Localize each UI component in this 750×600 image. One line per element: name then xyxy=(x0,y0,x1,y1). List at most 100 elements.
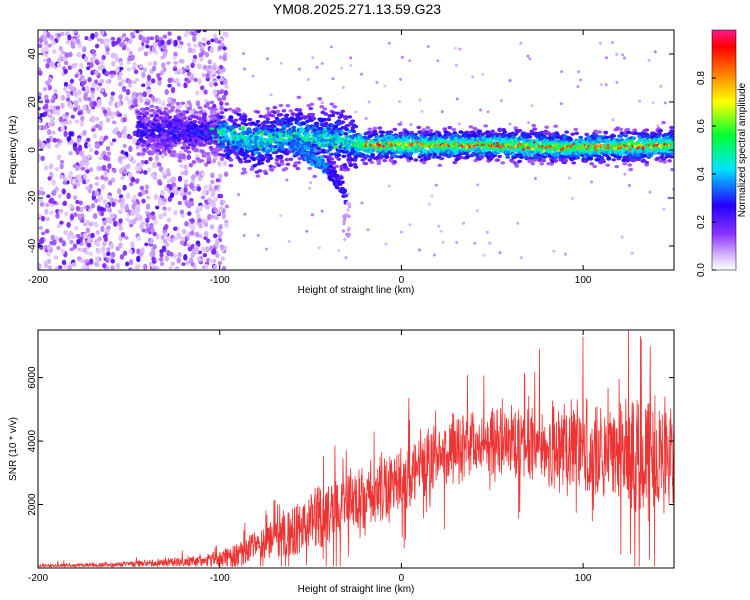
spectrogram-cell xyxy=(285,178,289,182)
spectrogram-cell xyxy=(281,109,287,113)
spectrogram-cell xyxy=(105,203,110,209)
spectrogram-cell xyxy=(95,116,100,122)
spectrogram-cell xyxy=(79,149,85,157)
spectrogram-cell xyxy=(65,39,71,45)
spectrogram-cell xyxy=(508,122,512,126)
spectrogram-cell xyxy=(130,176,136,183)
spectrogram-cell xyxy=(559,102,563,106)
spectrogram-cell xyxy=(278,113,284,117)
spectrogram-cell xyxy=(568,137,574,142)
spectrogram-cell xyxy=(109,70,115,75)
spectrogram-cell xyxy=(127,83,133,88)
spectrogram-cell xyxy=(44,103,49,109)
spectrogram-cell xyxy=(89,258,94,265)
spectrogram-cell xyxy=(570,196,574,200)
spectrogram-cell xyxy=(219,100,224,106)
spectrogram-cell xyxy=(214,37,219,44)
spectrogram-cell xyxy=(306,133,312,137)
spectrogram-cell xyxy=(468,125,474,129)
spectrogram-cell xyxy=(76,238,81,245)
spectrogram-cell xyxy=(91,49,97,54)
spectrogram-cell xyxy=(94,43,100,49)
spectrogram-cell xyxy=(209,224,215,230)
spectrogram-cell xyxy=(133,217,139,222)
spectrogram-cell xyxy=(245,154,251,158)
spectrogram-cell xyxy=(206,40,211,46)
spectrogram-cell xyxy=(219,111,225,115)
spectrogram-cell xyxy=(375,81,379,84)
spectrogram-cell xyxy=(42,30,48,36)
spectrogram-cell xyxy=(182,116,188,121)
spectrogram-cell xyxy=(347,115,353,119)
spectrogram-cell xyxy=(345,167,351,172)
spectrogram-cell xyxy=(308,186,312,190)
spectrogram-cell xyxy=(71,262,77,267)
spectrogram-cell xyxy=(88,167,94,173)
spectrogram-cell xyxy=(482,253,486,257)
spectrogram-cell xyxy=(69,139,75,145)
spectrogram-cell xyxy=(462,221,466,225)
spectrogram-cell xyxy=(48,163,54,170)
spectrogram-cell xyxy=(279,214,283,218)
spectrogram-cell xyxy=(129,182,134,187)
spectrogram-cell xyxy=(425,126,431,130)
spectrogram-cell xyxy=(260,129,266,133)
spectrogram-cell xyxy=(224,222,229,228)
spectrogram-cell xyxy=(208,81,214,88)
spectrogram-cell xyxy=(113,127,119,134)
spectrogram-cell xyxy=(505,155,511,159)
spectrogram-cell xyxy=(162,45,167,51)
spectrogram-cell xyxy=(408,223,412,227)
spectrogram-cell xyxy=(98,120,104,127)
spectrogram-cell xyxy=(163,231,169,237)
spectrogram-cell xyxy=(166,103,172,107)
spectrogram-cell xyxy=(151,46,157,53)
spectrogram-cell xyxy=(93,213,98,220)
spectrogram-cell xyxy=(124,164,129,169)
spectrogram-cell xyxy=(141,71,146,79)
spectrogram-cell xyxy=(329,157,335,161)
spectrogram-cell xyxy=(117,209,122,214)
spectrogram-cell xyxy=(148,156,153,162)
spectrogram-cell xyxy=(91,81,96,89)
spectrogram-cell xyxy=(360,201,364,205)
spectrogram-cell xyxy=(110,177,116,183)
spectrogram-cell xyxy=(45,229,50,234)
spectrogram-cell xyxy=(109,243,115,249)
spectrogram-cell xyxy=(95,123,100,129)
spectrogram-cell xyxy=(458,47,462,51)
spectrogram-cell xyxy=(659,84,663,88)
spectrogram-cell xyxy=(151,65,157,72)
spectrogram-cell xyxy=(232,131,238,135)
spectrogram-cell xyxy=(170,105,176,110)
spectrogram-cell xyxy=(207,106,213,111)
spectrogram-cell xyxy=(42,87,48,92)
spectrogram-cell xyxy=(95,230,100,235)
spectrogram-cell xyxy=(213,82,218,87)
spectrogram-cell xyxy=(100,87,105,93)
spectrogram-cell xyxy=(100,184,106,191)
spectrogram-cell xyxy=(288,109,294,113)
spectrogram-cell xyxy=(72,243,78,250)
spectrogram-cell xyxy=(296,160,302,165)
spectrogram-cell xyxy=(68,170,73,177)
spectrogram-cell xyxy=(72,142,78,149)
spectrogram-cell xyxy=(372,126,378,130)
spectrogram-cell xyxy=(45,202,50,208)
spectrogram-cell xyxy=(434,183,438,187)
spectrogram-cell xyxy=(527,135,533,139)
spectrogram-cell xyxy=(369,160,375,165)
spectrogram-cell xyxy=(291,125,297,130)
spectrogram-cell xyxy=(68,131,73,137)
spectrogram-cell xyxy=(136,235,141,242)
spectrogram-cell xyxy=(164,255,170,262)
spectrogram-cell xyxy=(172,253,178,259)
spectrogram-cell xyxy=(40,237,45,244)
spectrogram-cell xyxy=(99,30,105,36)
spectrogram-cell xyxy=(141,228,146,233)
spectrogram-cell xyxy=(179,209,185,215)
spectrogram-cell xyxy=(58,139,63,144)
spectrogram-cell xyxy=(172,143,178,147)
spectrogram-cell xyxy=(157,181,163,186)
